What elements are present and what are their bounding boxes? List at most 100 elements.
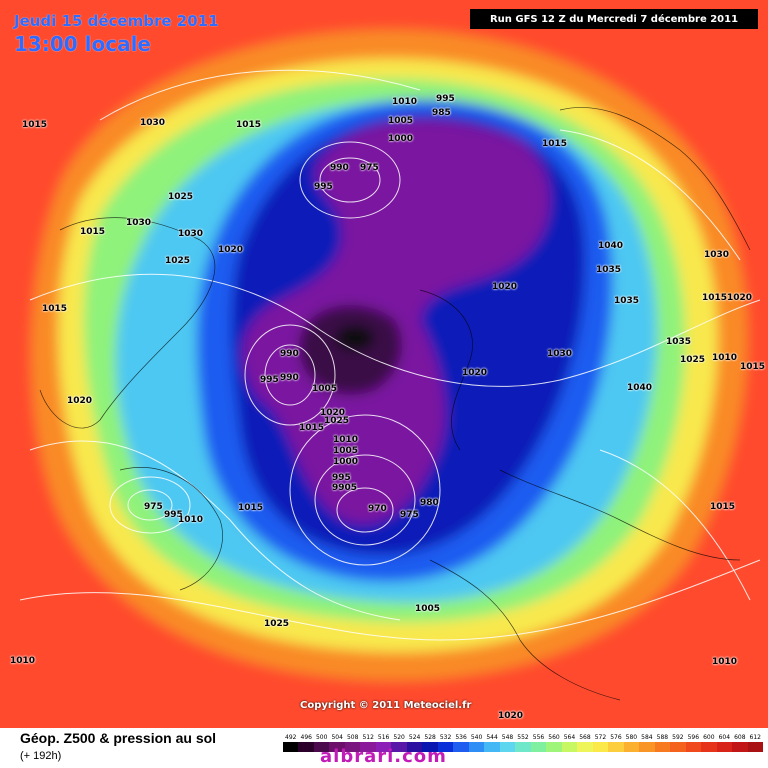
pressure-label: 1040 [598,241,624,251]
scale-swatch [654,742,671,752]
scale-label: 604 [718,734,731,741]
pressure-label: 1020 [492,282,518,292]
watermark-text: albrari.com [320,746,447,767]
pressure-label: 995 [164,510,183,520]
scale-swatch [701,742,717,752]
pressure-label: 1020 [67,396,93,406]
lead-time: (+ 192h) [20,750,62,762]
pressure-label: 1040 [627,383,653,393]
pressure-label: 1010 [712,657,738,667]
pressure-label: 1020 [218,245,244,255]
pressure-label: 975 [400,510,419,520]
pressure-label: 1025 [264,619,290,629]
color-scale-labels: 492 496 500 504 508 512 516 520 524 528 532 536 540 5… [283,734,763,741]
pressure-label: 1010 [10,656,36,666]
pressure-label: 1025 [168,192,194,202]
scale-swatch [499,742,516,752]
forecast-map [19,28,761,701]
pressure-label: 980 [420,498,439,508]
pressure-label: 1015 [299,423,325,433]
pressure-label: 1000 [333,457,359,467]
scale-swatch [484,742,500,752]
pressure-label: 1015 [740,362,766,372]
forecast-date: Jeudi 15 décembre 2011 [14,12,219,30]
scale-label: 496 [300,734,312,741]
scale-label: 584 [641,734,653,741]
scale-label: 576 [610,734,622,741]
pressure-label: 990 [280,349,299,359]
scale-swatch [391,742,407,752]
variable-title: Géop. Z500 & pression au sol [20,730,217,746]
scale-label: 540 [470,734,483,741]
scale-swatch [453,742,469,752]
scale-label: 608 [734,734,746,741]
legend-panel: Géop. Z500 & pression au sol (+ 192h) 49… [0,728,768,768]
scale-swatch [298,742,314,752]
scale-label: 588 [656,734,669,741]
pressure-label: 1010 [712,353,738,363]
color-scale-bar [283,742,764,752]
scale-swatch [360,742,376,752]
scale-swatch [515,742,531,752]
pressure-label: 990 [330,163,349,173]
pressure-label: 1010 [333,435,359,445]
scale-label: 532 [439,734,452,741]
pressure-label: 1020 [320,408,346,418]
pressure-label: 1025 [680,355,706,365]
scale-swatch [577,742,593,752]
pressure-label: 970 [368,504,387,514]
pressure-label: 990 [280,373,299,383]
scale-label: 564 [563,734,576,741]
pressure-label: 995 [260,375,279,385]
scale-label: 600 [703,734,715,741]
pressure-label: 1030 [547,349,573,359]
pressure-label: 9905 [332,483,358,493]
pressure-label: 1030 [178,229,204,239]
scale-label: 504 [331,734,343,741]
scale-swatch [468,742,485,752]
pressure-label: 1035 [666,337,692,347]
scale-swatch [670,742,686,752]
scale-swatch [344,742,361,752]
scale-label: 536 [455,734,467,741]
scale-swatch [623,742,640,752]
pressure-label: 1015 [710,502,736,512]
pressure-label: 1005 [388,116,414,126]
scale-swatch [313,742,330,752]
pressure-label: 1035 [614,296,640,306]
pressure-label: 1005 [415,604,441,614]
scale-label: 580 [625,734,638,741]
scale-swatch [375,742,392,752]
pressure-label: 1010 [178,515,204,525]
scale-label: 528 [424,734,436,741]
forecast-local-time: 13:00 locale [14,32,151,56]
scale-swatch [406,742,423,752]
scale-swatch [546,742,562,752]
scale-label: 500 [315,734,328,741]
pressure-label: 1010 [392,97,418,107]
scale-label: 560 [548,734,560,741]
pressure-label: 1015 [80,227,106,237]
pressure-label: 1015 [702,293,728,303]
scale-label: 544 [486,734,498,741]
scale-swatch [592,742,609,752]
scale-swatch [608,742,624,752]
pressure-label: 995 [436,94,455,104]
pressure-label: 1015 [236,120,262,130]
pressure-label: 1020 [462,368,488,378]
pressure-label: 1015 [22,120,48,130]
scale-swatch [422,742,438,752]
pressure-label: 1020 [727,293,753,303]
scale-swatch [283,742,299,752]
scale-swatch [437,742,454,752]
pressure-label: 985 [432,108,451,118]
scale-label: 592 [672,734,684,741]
scale-label: 596 [687,734,700,741]
pressure-label: 1005 [312,384,338,394]
pressure-label: 1005 [333,446,359,456]
pressure-label: 1020 [498,711,524,721]
scale-swatch [716,742,733,752]
scale-label: 508 [346,734,359,741]
pressure-label: 995 [314,182,333,192]
